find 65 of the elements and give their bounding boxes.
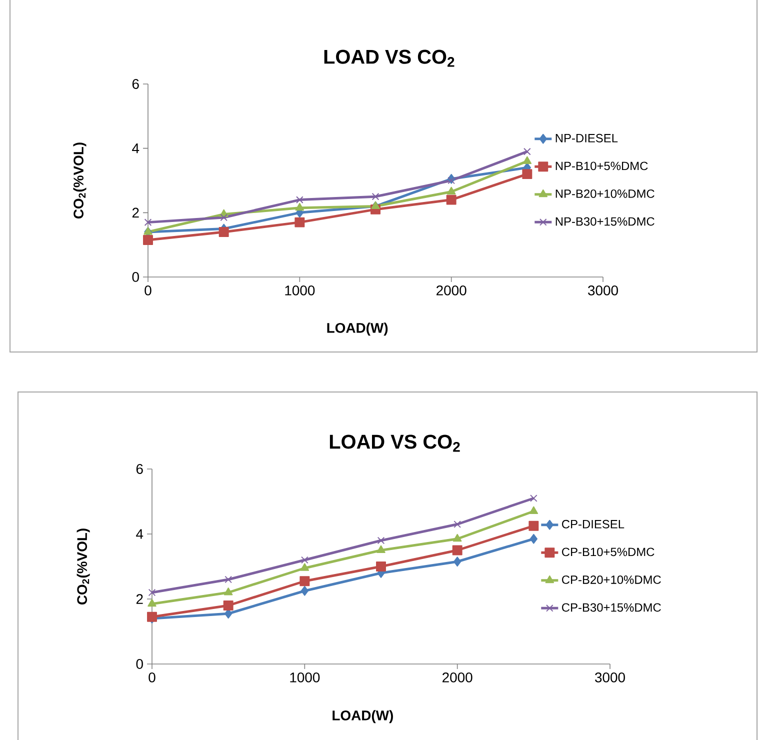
point (372, 192, 380, 200)
x-tick-label: 2000 (442, 672, 472, 682)
legend-label: CP-B10+5%DMC (562, 548, 654, 556)
point (296, 196, 304, 204)
point (454, 520, 462, 528)
point (376, 545, 386, 553)
legend-label: NP-B10+5%DMC (556, 162, 648, 170)
point (223, 600, 234, 610)
point (446, 194, 456, 205)
point (452, 545, 462, 556)
point (218, 226, 229, 237)
point (224, 576, 232, 584)
legend-label: NP-DIESEL (556, 134, 618, 142)
legend-label: NP-B30+15%DMC (556, 217, 654, 226)
point (452, 534, 462, 542)
point (522, 169, 532, 180)
point (446, 186, 456, 194)
point (530, 494, 538, 502)
point (148, 598, 156, 607)
legend-label: CP-DIESEL (562, 520, 624, 528)
y-tick-label: 4 (136, 529, 144, 539)
x-tick-label: 1000 (285, 285, 315, 296)
point (453, 556, 462, 567)
point (377, 536, 385, 544)
point (148, 588, 156, 596)
point (522, 156, 532, 164)
x-tick-label: 1000 (290, 672, 320, 682)
y-tick-label: 2 (132, 208, 139, 218)
y-tick-label: 6 (136, 464, 143, 474)
point (528, 520, 539, 531)
point (376, 562, 386, 572)
point (294, 217, 305, 228)
point (224, 588, 233, 596)
x-tick-label: 0 (144, 285, 152, 296)
chart-title: LOAD VS CO$_{2}$ (324, 50, 454, 67)
point (300, 576, 310, 586)
point (530, 534, 538, 544)
point (295, 202, 304, 211)
y-axis-title: CO$_{2}$(%VOL) (73, 142, 86, 219)
legend-label: NP-B20+10%DMC (556, 189, 654, 198)
point (300, 563, 310, 571)
x-axis-title: LOAD(W) (332, 710, 393, 724)
legend-label: CP-B30+15%DMC (562, 603, 661, 612)
point (529, 506, 538, 514)
point (220, 214, 228, 222)
y-axis-title: CO$_{2}$(%VOL) (76, 528, 90, 605)
point (143, 235, 153, 245)
chart-title: LOAD VS CO$_{2}$ (330, 434, 460, 452)
y-tick-label: 6 (132, 79, 139, 89)
x-tick-label: 3000 (588, 285, 618, 296)
point (524, 148, 531, 156)
point (448, 176, 456, 184)
y-tick-label: 2 (136, 594, 143, 604)
y-tick-label: 0 (136, 659, 143, 669)
x-tick-label: 0 (148, 672, 156, 682)
point (144, 218, 152, 226)
y-tick-label: 4 (132, 144, 140, 154)
legend-label: CP-B20+10%DMC (562, 575, 661, 584)
point (300, 586, 309, 596)
x-axis-title: LOAD(W) (327, 322, 388, 336)
x-tick-label: 2000 (436, 285, 466, 296)
y-tick-label: 0 (132, 272, 139, 282)
point (371, 201, 380, 209)
point (301, 556, 308, 564)
x-tick-label: 3000 (595, 672, 625, 682)
